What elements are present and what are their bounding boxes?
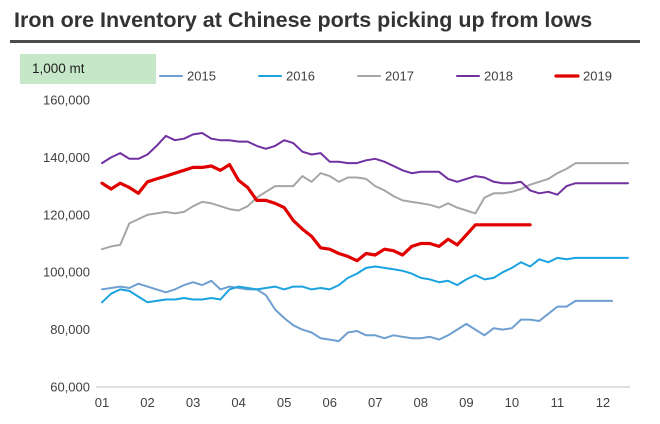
series-line-2017 <box>101 162 629 251</box>
x-tick-label: 07 <box>368 395 382 410</box>
legend-label-2018: 2018 <box>484 69 513 84</box>
y-tick-label: 100,000 <box>43 265 90 280</box>
x-tick-label: 08 <box>414 395 428 410</box>
x-axis: 01 02 03 04 05 06 07 08 09 10 11 12 <box>95 386 630 410</box>
series-lines <box>100 132 629 343</box>
legend-label-2016: 2016 <box>286 69 315 84</box>
series-line-2018 <box>101 132 629 196</box>
x-tick-label: 12 <box>596 395 610 410</box>
y-tick-label: 120,000 <box>43 207 90 222</box>
x-tick-label: 05 <box>277 395 291 410</box>
unit-label: 1,000 mt <box>20 54 156 84</box>
series-line-2016 <box>101 256 629 304</box>
y-tick-label: 60,000 <box>50 380 90 395</box>
y-tick-label: 80,000 <box>50 322 90 337</box>
title-divider <box>10 40 640 43</box>
y-axis: 60,000 80,000 100,000 120,000 140,000 160,000 <box>43 93 90 395</box>
x-tick-label: 04 <box>231 395 245 410</box>
x-tick-label: 02 <box>140 395 154 410</box>
x-tick-label: 06 <box>322 395 336 410</box>
x-tick-label: 09 <box>459 395 473 410</box>
x-tick-label: 03 <box>186 395 200 410</box>
legend-label-2019: 2019 <box>583 69 612 84</box>
y-tick-label: 140,000 <box>43 150 90 165</box>
legend: 2015 2016 2017 2018 2019 <box>159 69 612 84</box>
chart-title: Iron ore Inventory at Chinese ports pick… <box>14 8 593 32</box>
series-line-2015 <box>101 279 614 343</box>
x-tick-label: 10 <box>505 395 519 410</box>
x-tick-label: 11 <box>551 395 565 410</box>
x-tick-label: 01 <box>95 395 109 410</box>
legend-label-2015: 2015 <box>187 69 216 84</box>
legend-label-2017: 2017 <box>385 69 414 84</box>
y-tick-label: 160,000 <box>43 93 90 108</box>
series-line-2019 <box>100 163 532 263</box>
